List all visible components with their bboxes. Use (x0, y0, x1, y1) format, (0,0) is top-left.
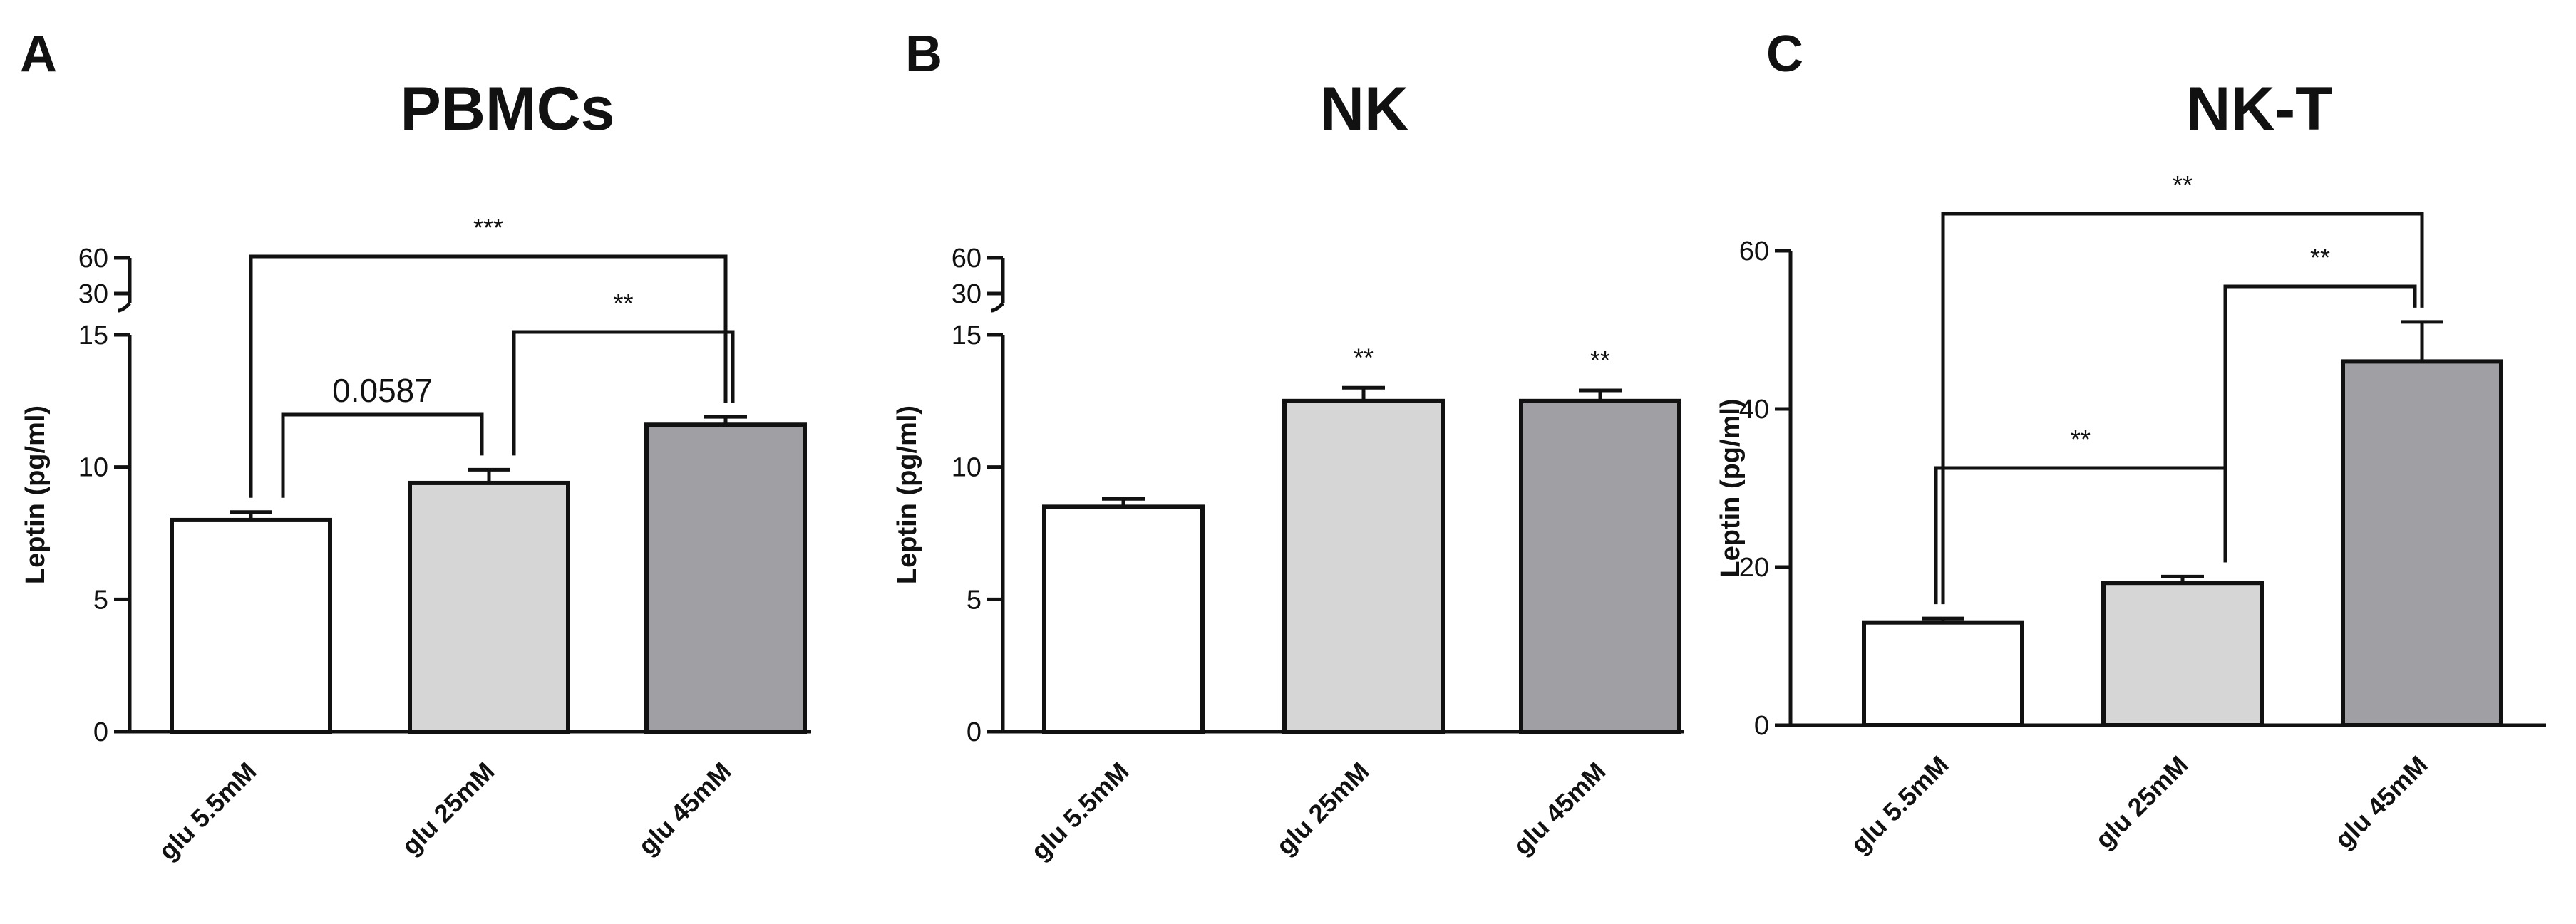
axis-break-mark (991, 302, 1004, 313)
significance-bracket (281, 412, 484, 498)
cat-label-glu-25mm: glu 25mM (2089, 750, 2193, 854)
significance-label: *** (473, 213, 503, 242)
bar-3 (644, 422, 807, 734)
y-tick-label: 0 (1754, 711, 1769, 741)
significance-bracket (512, 330, 735, 456)
significance-label: ** (2071, 425, 2091, 454)
bar-3 (2341, 359, 2503, 727)
bar-1 (170, 517, 332, 734)
panel-letter: A (20, 26, 57, 83)
significance-star: ** (1354, 343, 1374, 372)
y-axis-label: Leptin (pg/ml) (892, 405, 922, 584)
panel-c: C NK-T Leptin (pg/ml) 0 20 40 60 glu 5.5mM glu 2… (1716, 26, 2546, 859)
panel-b: B NK Leptin (pg/ml) 0 5 10 15 30 60 glu 5.5mM glu … (892, 26, 1684, 866)
bar-1 (1042, 504, 1205, 734)
y-tick-label-upper: 60 (952, 244, 982, 274)
y-tick-label: 0 (967, 717, 982, 747)
y-tick-label-upper: 30 (952, 279, 982, 309)
cat-label-glu-45mm: glu 45mM (1507, 757, 1611, 861)
axis-break-mark (118, 302, 131, 313)
significance-label: ** (613, 289, 633, 318)
cat-label-glu-45mm: glu 45mM (2329, 750, 2433, 854)
y-tick-label: 40 (1739, 395, 1769, 425)
panel-title: PBMCs (400, 75, 614, 143)
significance-bracket (249, 254, 728, 498)
cat-label-glu-5-5mm: glu 5.5mM (153, 757, 262, 866)
significance-bracket (1941, 212, 2424, 605)
panel-title: NK-T (2186, 75, 2332, 143)
bar-2 (408, 480, 570, 734)
panel-title: NK (1320, 75, 1408, 143)
cat-label-glu-25mm: glu 25mM (1270, 757, 1374, 861)
y-axis-label: Leptin (pg/ml) (21, 405, 51, 584)
y-tick-label: 60 (1739, 237, 1769, 266)
y-tick-label: 0 (93, 717, 108, 747)
panel-a: A PBMCs Leptin (pg/ml) 0 5 10 15 30 60 glu 5.5mM g… (20, 26, 811, 866)
significance-label: ** (2310, 243, 2330, 272)
y-axis-label: Leptin (pg/ml) (1716, 398, 1746, 577)
panel-letter: B (905, 26, 942, 83)
p-value-label: 0.0587 (332, 372, 433, 409)
y-tick-label: 5 (967, 585, 982, 615)
bar-2 (1282, 398, 1445, 734)
bar-3 (1519, 398, 1681, 734)
cat-label-glu-5-5mm: glu 5.5mM (1025, 757, 1134, 866)
y-tick-label-upper: 60 (78, 244, 108, 274)
significance-bracket (2223, 284, 2417, 563)
significance-star: ** (1590, 346, 1610, 375)
cat-label-glu-5-5mm: glu 5.5mM (1845, 750, 1954, 859)
cat-label-glu-45mm: glu 45mM (632, 757, 736, 861)
y-tick-label: 10 (952, 453, 982, 483)
y-tick-label: 15 (952, 321, 982, 351)
bar-1 (1862, 620, 2024, 728)
cat-label-glu-25mm: glu 25mM (396, 757, 500, 861)
y-tick-label: 10 (78, 453, 108, 483)
y-tick-label: 5 (93, 585, 108, 615)
significance-label: ** (2173, 170, 2193, 199)
y-tick-label: 20 (1739, 553, 1769, 583)
y-tick-label: 15 (78, 321, 108, 351)
panel-letter: C (1766, 26, 1803, 83)
bar-2 (2101, 581, 2264, 728)
y-tick-label-upper: 30 (78, 279, 108, 309)
